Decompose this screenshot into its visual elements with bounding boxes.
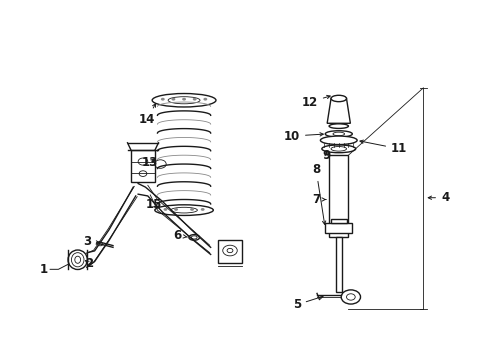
Polygon shape xyxy=(326,99,350,123)
Ellipse shape xyxy=(325,131,351,137)
Circle shape xyxy=(171,98,175,100)
Ellipse shape xyxy=(155,205,213,215)
Ellipse shape xyxy=(332,132,344,136)
Circle shape xyxy=(201,208,204,211)
Text: 11: 11 xyxy=(359,140,407,155)
Bar xyxy=(131,150,154,182)
Bar xyxy=(330,219,346,223)
Ellipse shape xyxy=(328,124,348,129)
Text: 13: 13 xyxy=(142,156,158,169)
Ellipse shape xyxy=(152,94,216,107)
Circle shape xyxy=(161,98,164,100)
Bar xyxy=(328,155,348,237)
Text: 5: 5 xyxy=(292,296,323,311)
Text: 1: 1 xyxy=(40,263,48,276)
Text: 12: 12 xyxy=(301,95,329,108)
Ellipse shape xyxy=(168,97,200,104)
Text: 7: 7 xyxy=(311,193,325,206)
Ellipse shape xyxy=(321,145,355,153)
Circle shape xyxy=(182,98,185,100)
Ellipse shape xyxy=(330,147,346,151)
Text: 10: 10 xyxy=(283,130,323,143)
Circle shape xyxy=(192,98,196,100)
Text: 9: 9 xyxy=(322,149,330,162)
Text: 3: 3 xyxy=(83,235,99,248)
Text: 14: 14 xyxy=(139,104,155,126)
Ellipse shape xyxy=(320,136,356,145)
Bar xyxy=(325,223,351,233)
Ellipse shape xyxy=(330,95,346,102)
Text: 8: 8 xyxy=(311,163,325,224)
Ellipse shape xyxy=(170,207,197,213)
Bar xyxy=(218,240,242,263)
Text: 15: 15 xyxy=(145,198,162,211)
Text: 6: 6 xyxy=(173,229,187,242)
Text: 4: 4 xyxy=(427,191,448,204)
Circle shape xyxy=(190,208,194,211)
Text: 2: 2 xyxy=(84,257,93,270)
Circle shape xyxy=(174,208,178,211)
Circle shape xyxy=(203,98,207,100)
Circle shape xyxy=(163,208,167,211)
Bar xyxy=(335,237,341,292)
